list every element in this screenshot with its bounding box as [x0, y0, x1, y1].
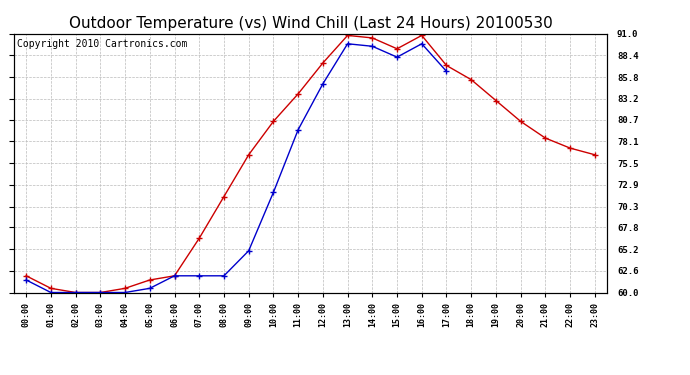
Text: Copyright 2010 Cartronics.com: Copyright 2010 Cartronics.com: [17, 39, 187, 49]
Title: Outdoor Temperature (vs) Wind Chill (Last 24 Hours) 20100530: Outdoor Temperature (vs) Wind Chill (Las…: [68, 16, 553, 31]
